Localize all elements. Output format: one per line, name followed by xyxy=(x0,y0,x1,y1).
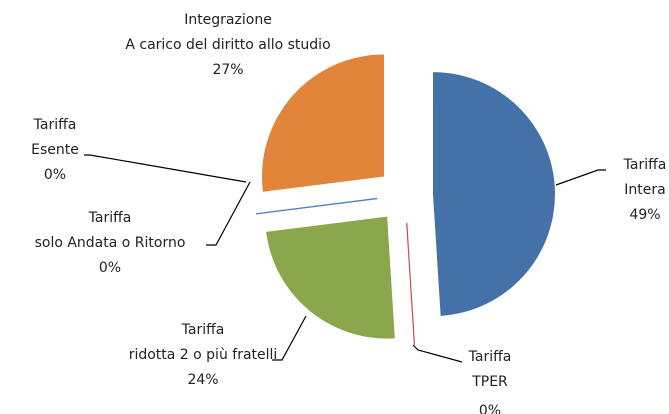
slice-label: Esente xyxy=(31,142,79,158)
value-label: 0% xyxy=(479,403,501,414)
slice-label: Tariffa xyxy=(181,322,225,338)
slice-label: A carico del diritto allo studio xyxy=(125,37,330,53)
slice xyxy=(266,216,395,339)
leader-line xyxy=(555,169,606,186)
slice-label: ridotta 2 o più fratelli xyxy=(129,347,278,363)
slice xyxy=(261,54,384,192)
slice-label: solo Andata o Ritorno xyxy=(35,235,186,251)
slice-label: Tariffa xyxy=(623,157,667,173)
leader-line xyxy=(206,181,251,246)
value-label: 0% xyxy=(99,260,121,276)
slice xyxy=(406,222,416,345)
leader-line xyxy=(412,344,463,363)
value-label: 24% xyxy=(187,372,218,388)
value-label: 49% xyxy=(629,207,660,223)
slice-label: Tariffa xyxy=(33,117,77,133)
slice-label: Tariffa xyxy=(468,349,512,365)
slice xyxy=(256,197,378,215)
slice xyxy=(432,72,555,316)
value-label: 0% xyxy=(44,167,66,183)
leader-line xyxy=(272,315,307,361)
slice-label: Intera xyxy=(624,182,665,198)
leader-line xyxy=(84,154,247,183)
slice-label: TPER xyxy=(471,374,508,390)
value-label: 27% xyxy=(212,62,243,78)
slice-label: Integrazione xyxy=(184,12,272,28)
slice-label: Tariffa xyxy=(88,210,132,226)
